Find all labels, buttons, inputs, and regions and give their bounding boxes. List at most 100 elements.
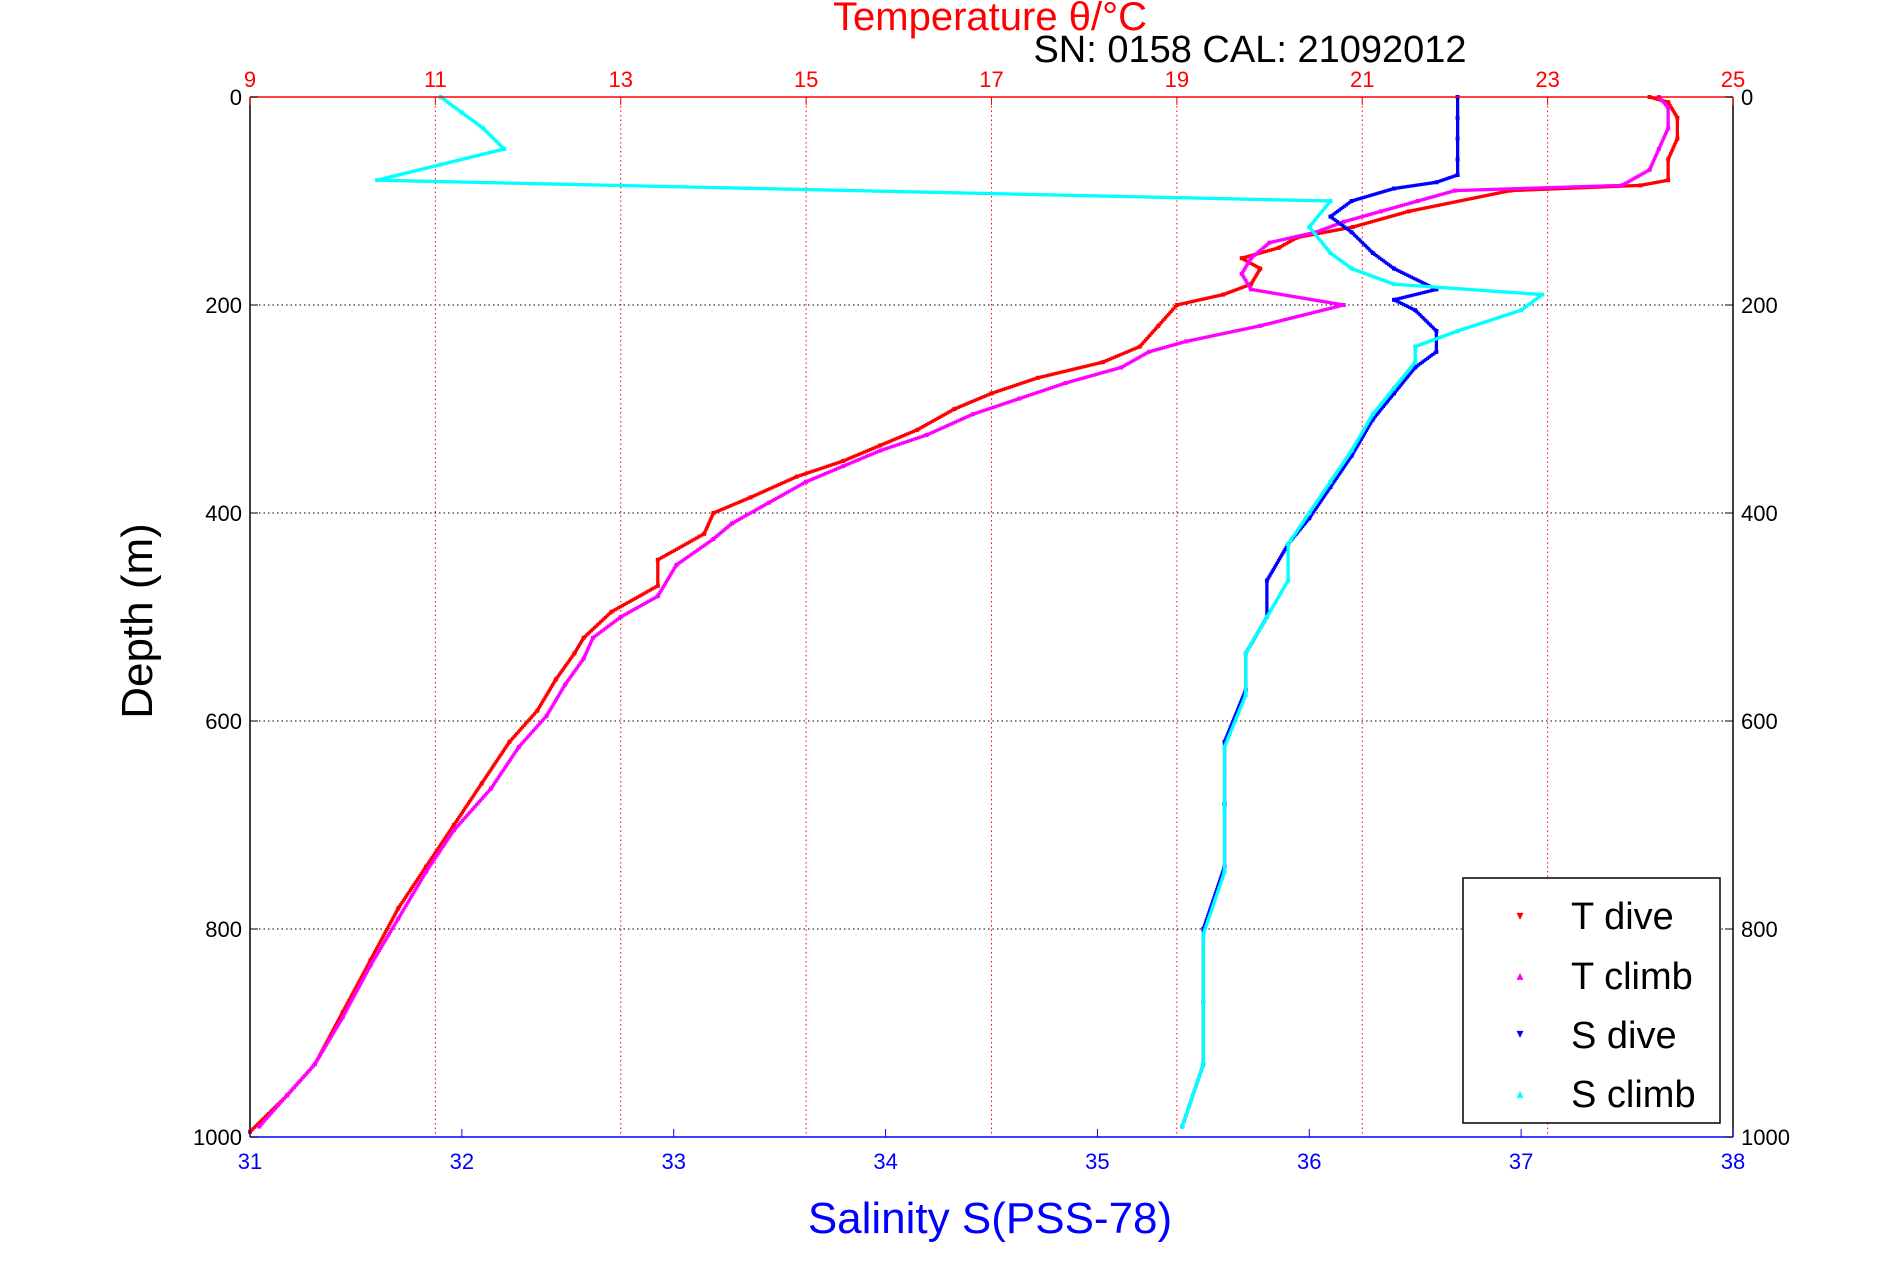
trace-t-climb: [506, 761, 510, 765]
trace-t-dive: [360, 974, 364, 978]
trace-t-dive: [439, 843, 443, 847]
trace-s-climb: [1346, 454, 1350, 458]
trace-s-climb: [1370, 414, 1374, 418]
trace-s-dive: [1346, 459, 1350, 463]
trace-t-climb: [1320, 299, 1324, 303]
trace-s-climb: [1065, 193, 1069, 197]
trace-t-dive: [829, 463, 833, 467]
trace-s-climb: [1128, 195, 1133, 199]
trace-t-climb: [521, 740, 525, 744]
trace-s-climb: [1215, 893, 1219, 897]
trace-s-climb: [1492, 317, 1497, 321]
trace-s-climb: [1225, 739, 1229, 743]
trace-s-climb: [724, 186, 728, 190]
trace-s-climb: [1201, 1056, 1205, 1060]
trace-t-dive: [412, 883, 416, 887]
trace-t-climb: [383, 939, 387, 943]
trace-s-dive: [1400, 185, 1405, 189]
trace-s-dive: [1385, 399, 1390, 404]
trace-t-dive: [515, 731, 519, 736]
trace-s-climb: [1052, 193, 1056, 197]
trace-s-climb: [1244, 680, 1248, 684]
trace-t-climb: [1335, 302, 1339, 306]
trace-s-climb: [1484, 320, 1488, 324]
trace-t-climb: [436, 852, 440, 856]
trace-t-dive: [519, 727, 523, 731]
trace-s-dive: [1455, 120, 1460, 124]
trace-s-climb: [841, 188, 845, 192]
trace-t-climb: [654, 595, 658, 599]
trace-t-climb: [1279, 319, 1283, 323]
trace-t-dive: [1432, 204, 1436, 208]
trace-s-climb: [1234, 717, 1238, 721]
trace-t-dive: [464, 805, 468, 809]
trace-s-climb: [1310, 507, 1314, 512]
trace-s-climb: [1368, 273, 1372, 277]
trace-t-dive: [1654, 97, 1658, 101]
trace-s-climb: [562, 182, 566, 186]
trace-t-climb: [683, 557, 687, 561]
trace-t-climb: [404, 903, 408, 908]
trace-t-climb: [301, 1075, 305, 1079]
trace-t-climb: [658, 590, 662, 595]
trace-t-climb: [326, 1040, 330, 1044]
legend-marker-s-climb: ▴: [1516, 1085, 1523, 1101]
trace-t-climb: [1277, 292, 1281, 296]
trace-s-climb: [1360, 270, 1364, 274]
trace-t-dive: [351, 991, 355, 995]
trace-s-climb: [1222, 820, 1227, 824]
trace-s-climb: [1115, 194, 1119, 198]
trace-s-climb: [1201, 1004, 1205, 1008]
trace-t-climb: [752, 509, 756, 513]
trace-s-dive: [1407, 294, 1411, 298]
trace-s-climb: [865, 189, 869, 193]
trace-s-dive: [1455, 143, 1460, 147]
trace-t-climb: [294, 1083, 298, 1088]
trace-s-dive: [1330, 213, 1334, 217]
trace-s-climb: [588, 183, 592, 187]
trace-t-dive: [419, 872, 423, 876]
trace-t-climb: [1364, 213, 1368, 218]
trace-t-climb: [1484, 188, 1488, 192]
trace-t-dive: [819, 466, 823, 471]
point-t-climb: [1017, 396, 1022, 401]
trace-s-climb: [1367, 419, 1371, 424]
trace-t-dive: [1032, 377, 1036, 381]
trace-s-dive: [1424, 358, 1428, 362]
trace-t-dive: [705, 526, 709, 530]
trace-s-dive: [1407, 184, 1411, 188]
trace-s-climb: [1208, 913, 1212, 918]
trace-t-climb: [316, 1056, 320, 1061]
trace-s-climb: [571, 182, 575, 187]
point-t-dive: [368, 958, 373, 963]
trace-s-dive: [1434, 346, 1438, 350]
depth-tick-label-right: 0: [1741, 85, 1753, 110]
trace-s-climb: [1237, 709, 1241, 713]
trace-t-climb: [1195, 337, 1199, 341]
trace-t-dive: [447, 830, 451, 834]
trace-s-climb: [1464, 287, 1468, 291]
trace-s-dive: [1265, 591, 1269, 596]
trace-t-dive: [437, 845, 442, 849]
trace-t-climb: [503, 765, 508, 769]
trace-t-dive: [928, 420, 932, 425]
trace-t-dive: [731, 503, 735, 507]
trace-s-dive: [1455, 126, 1460, 130]
trace-t-climb: [449, 832, 454, 836]
trace-t-climb: [525, 735, 530, 739]
trace-t-dive: [1623, 184, 1627, 188]
trace-t-dive: [484, 774, 489, 778]
point-t-dive: [396, 906, 401, 911]
trace-s-climb: [1213, 897, 1217, 901]
trace-s-climb: [786, 187, 790, 191]
depth-tick-label-right: 400: [1741, 501, 1778, 526]
trace-s-climb: [445, 161, 449, 165]
trace-t-climb: [1282, 237, 1286, 241]
trace-t-dive: [835, 461, 839, 465]
trace-t-climb: [1436, 193, 1441, 197]
trace-t-dive: [1632, 184, 1636, 188]
trace-t-dive: [1229, 290, 1233, 294]
trace-s-climb: [1312, 218, 1317, 223]
trace-t-climb: [782, 492, 786, 496]
trace-t-climb: [448, 834, 452, 838]
